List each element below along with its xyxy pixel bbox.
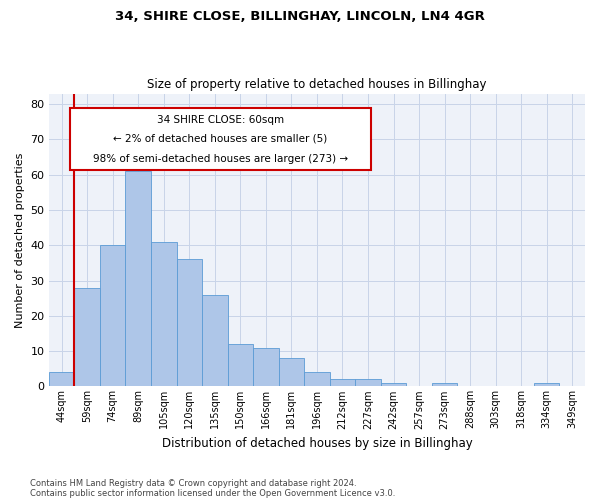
Bar xyxy=(74,288,100,386)
Text: 34 SHIRE CLOSE: 60sqm: 34 SHIRE CLOSE: 60sqm xyxy=(157,116,284,126)
Bar xyxy=(534,383,559,386)
Bar xyxy=(176,260,202,386)
Bar xyxy=(125,171,151,386)
Bar xyxy=(432,383,457,386)
Bar xyxy=(49,372,74,386)
Title: Size of property relative to detached houses in Billinghay: Size of property relative to detached ho… xyxy=(147,78,487,91)
FancyBboxPatch shape xyxy=(70,108,371,170)
Text: ← 2% of detached houses are smaller (5): ← 2% of detached houses are smaller (5) xyxy=(113,134,328,144)
Bar xyxy=(100,246,125,386)
Bar xyxy=(202,294,227,386)
Text: Contains public sector information licensed under the Open Government Licence v3: Contains public sector information licen… xyxy=(30,488,395,498)
Bar xyxy=(304,372,329,386)
Text: 34, SHIRE CLOSE, BILLINGHAY, LINCOLN, LN4 4GR: 34, SHIRE CLOSE, BILLINGHAY, LINCOLN, LN… xyxy=(115,10,485,23)
Bar xyxy=(253,348,278,387)
Bar xyxy=(381,383,406,386)
Y-axis label: Number of detached properties: Number of detached properties xyxy=(15,152,25,328)
X-axis label: Distribution of detached houses by size in Billinghay: Distribution of detached houses by size … xyxy=(161,437,472,450)
Bar xyxy=(151,242,176,386)
Text: 98% of semi-detached houses are larger (273) →: 98% of semi-detached houses are larger (… xyxy=(93,154,348,164)
Bar xyxy=(355,380,381,386)
Bar xyxy=(278,358,304,386)
Bar xyxy=(329,380,355,386)
Text: Contains HM Land Registry data © Crown copyright and database right 2024.: Contains HM Land Registry data © Crown c… xyxy=(30,478,356,488)
Bar xyxy=(227,344,253,387)
